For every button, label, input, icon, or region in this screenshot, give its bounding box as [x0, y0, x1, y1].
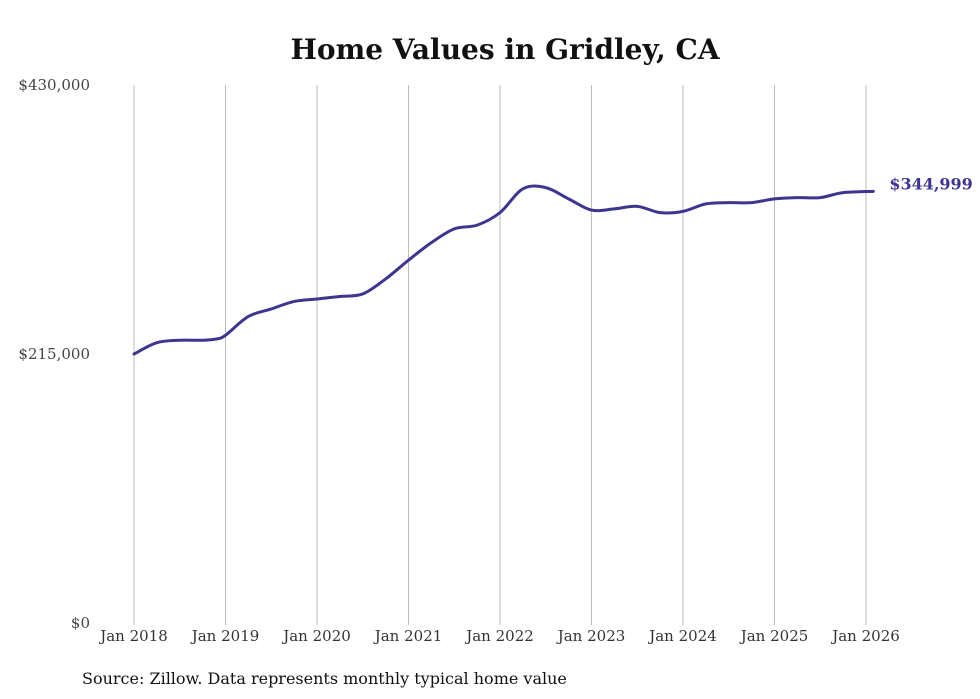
y-tick-label: $215,000 — [18, 345, 90, 363]
x-tick-label: Jan 2022 — [464, 627, 534, 645]
source-note: Source: Zillow. Data represents monthly … — [82, 669, 567, 688]
x-tick-label: Jan 2020 — [281, 627, 351, 645]
x-tick-label: Jan 2026 — [830, 627, 900, 645]
x-tick-label: Jan 2025 — [739, 627, 809, 645]
chart-title: Home Values in Gridley, CA — [290, 33, 720, 66]
x-tick-label: Jan 2021 — [373, 627, 443, 645]
end-value-label: $344,999 — [889, 174, 973, 193]
x-tick-label: Jan 2019 — [190, 627, 260, 645]
y-tick-label: $430,000 — [18, 76, 90, 94]
y-axis: $0 $215,000 $430,000 — [18, 76, 90, 632]
x-tick-label: Jan 2024 — [647, 627, 717, 645]
y-tick-label: $0 — [71, 614, 90, 632]
x-tick-label: Jan 2018 — [98, 627, 168, 645]
series-layer — [132, 184, 875, 356]
vertical-gridlines — [133, 85, 867, 625]
x-tick-label: Jan 2023 — [556, 627, 626, 645]
x-axis: Jan 2018 Jan 2019 Jan 2020 Jan 2021 Jan 2022… — [98, 627, 900, 645]
series-line — [132, 184, 875, 356]
